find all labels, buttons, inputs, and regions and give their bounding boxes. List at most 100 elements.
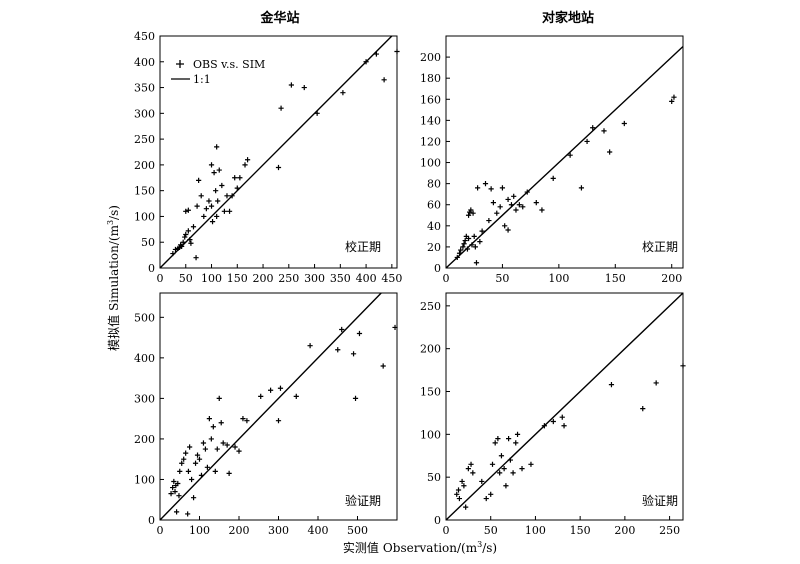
data-point	[458, 247, 464, 253]
data-point	[192, 460, 199, 466]
data-point	[210, 424, 216, 430]
data-point	[307, 343, 313, 349]
data-point	[459, 478, 465, 485]
data-point	[350, 351, 357, 357]
data-point	[237, 175, 243, 181]
data-point	[584, 138, 590, 145]
data-point	[208, 203, 215, 209]
y-tick-label: 350	[134, 82, 155, 95]
x-tick-label: 100	[525, 524, 546, 537]
title-jinhua: 金华站	[259, 10, 299, 26]
data-point	[185, 468, 192, 474]
data-point	[506, 436, 512, 442]
data-point	[189, 476, 195, 483]
data-point	[244, 418, 250, 424]
data-point	[177, 468, 183, 474]
data-point	[680, 363, 686, 369]
data-point	[567, 152, 573, 158]
legend-label-1to1: 1:1	[193, 73, 211, 86]
data-point	[508, 202, 515, 208]
data-point	[524, 189, 530, 195]
data-point	[488, 491, 494, 497]
data-point	[170, 484, 176, 491]
data-point	[471, 233, 477, 239]
x-tick-label: 100	[548, 272, 569, 285]
y-axis-label-en: Simulation/(m	[107, 224, 121, 310]
x-tick-label: 450	[381, 272, 402, 285]
y-tick-label: 250	[420, 300, 441, 313]
data-point	[221, 208, 228, 214]
x-tick-label: 150	[570, 524, 591, 537]
y-tick-label: 200	[420, 51, 441, 64]
data-point	[229, 193, 235, 199]
data-point	[456, 495, 463, 502]
data-point	[240, 416, 246, 422]
data-point	[244, 157, 251, 163]
data-point	[513, 207, 519, 213]
y-tick-label: 0	[148, 514, 155, 527]
legend: OBS v.s. SIM 1:1	[171, 58, 265, 86]
data-point	[185, 207, 191, 213]
data-point	[214, 446, 220, 452]
data-point	[465, 235, 472, 242]
x-axis-label-sup: 3	[477, 540, 482, 549]
y-tick-label: 50	[427, 471, 441, 484]
data-point	[187, 237, 193, 243]
data-point	[180, 239, 186, 245]
data-point	[502, 223, 508, 229]
x-axis-label: 实测值 Observation/(m3/s)	[343, 540, 497, 555]
data-point	[473, 260, 480, 266]
x-tick-label: 250	[278, 272, 299, 285]
data-point	[561, 423, 567, 429]
y-axis-label-tail: /s)	[107, 205, 121, 220]
data-point	[468, 461, 474, 467]
data-point	[621, 120, 627, 127]
data-point	[501, 466, 507, 472]
x-tick-label: 50	[484, 524, 498, 537]
data-point	[513, 440, 519, 446]
data-point	[461, 241, 467, 247]
one-to-one-line	[445, 292, 684, 521]
data-point	[653, 380, 659, 386]
data-point	[193, 255, 199, 261]
data-point	[275, 418, 282, 424]
data-point	[373, 51, 379, 57]
data-point	[470, 210, 476, 216]
data-point	[479, 228, 485, 234]
data-point	[208, 162, 215, 168]
x-tick-label: 50	[179, 272, 193, 285]
data-point	[486, 217, 492, 224]
y-tick-label: 100	[134, 473, 155, 486]
y-axis-label-zh: 模拟值	[106, 315, 121, 351]
data-point	[214, 144, 220, 150]
data-point	[495, 436, 501, 442]
x-tick-label: 0	[443, 272, 450, 285]
plot-frame	[445, 35, 684, 269]
data-point	[559, 414, 565, 420]
period-label-jinhua-validation: 验证期	[345, 493, 381, 508]
data-point	[461, 483, 467, 489]
data-point	[514, 431, 521, 437]
x-tick-label: 200	[253, 272, 274, 285]
data-point	[314, 110, 320, 116]
data-point	[200, 440, 207, 446]
data-point	[590, 125, 596, 131]
data-point	[179, 460, 185, 466]
data-point	[226, 208, 233, 214]
title-duijiadi: 对家地站	[542, 10, 594, 26]
data-point	[172, 489, 178, 495]
y-tick-label: 200	[134, 159, 155, 172]
x-tick-label: 50	[495, 272, 509, 285]
data-point	[188, 240, 194, 246]
x-tick-label: 200	[661, 272, 682, 285]
y-tick-label: 450	[134, 30, 155, 43]
period-label-duijiadi-validation: 验证期	[642, 493, 678, 508]
x-tick-label: 400	[356, 272, 377, 285]
data-point	[220, 440, 226, 446]
y-tick-label: 80	[427, 178, 441, 191]
data-point	[470, 470, 476, 476]
data-point	[201, 213, 207, 220]
data-point	[483, 495, 489, 502]
data-point	[278, 105, 284, 111]
y-tick-label: 60	[427, 199, 441, 212]
